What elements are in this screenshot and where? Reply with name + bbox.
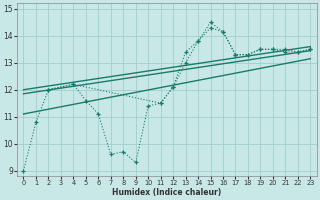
X-axis label: Humidex (Indice chaleur): Humidex (Indice chaleur) <box>112 188 221 197</box>
